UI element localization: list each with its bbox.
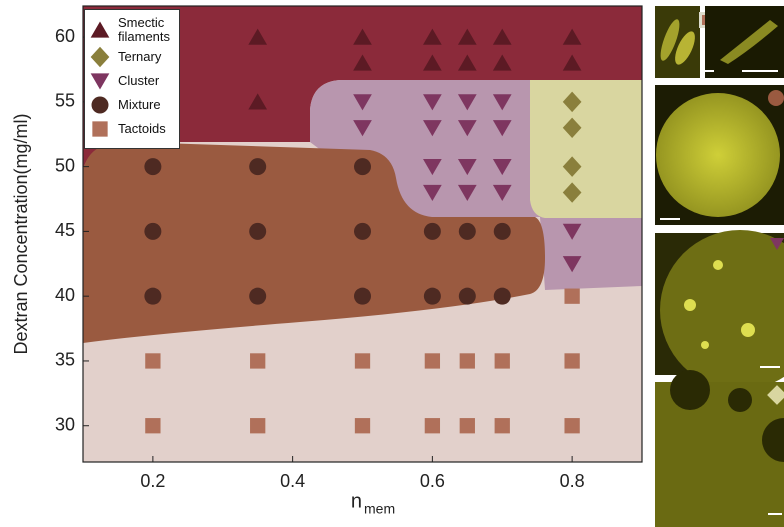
marker (92, 121, 107, 136)
marker (494, 288, 511, 305)
marker (355, 418, 370, 433)
marker (145, 418, 160, 433)
micrograph-feature (741, 323, 755, 337)
marker (250, 418, 265, 433)
marker (424, 288, 441, 305)
marker (564, 353, 579, 368)
micrograph (655, 382, 784, 527)
marker (425, 418, 440, 433)
legend-swatch (88, 70, 112, 92)
marker (564, 289, 579, 304)
y-tick-label: 40 (55, 285, 75, 305)
y-tick-label: 35 (55, 350, 75, 370)
scale-bar (702, 70, 714, 72)
marker (494, 223, 511, 240)
marker (460, 418, 475, 433)
marker (145, 353, 160, 368)
marker (91, 73, 110, 89)
marker (564, 418, 579, 433)
legend-entry: Mixture (85, 94, 179, 116)
marker (250, 353, 265, 368)
legend-swatch (88, 46, 112, 68)
x-tick-label: 0.4 (280, 471, 305, 491)
micrograph-feature (670, 370, 710, 410)
region-ternary (530, 80, 642, 218)
marker (354, 223, 371, 240)
marker (249, 288, 266, 305)
legend-label: Ternary (118, 50, 178, 64)
y-tick-label: 50 (55, 155, 75, 175)
marker (495, 418, 510, 433)
inset-icon (768, 90, 784, 106)
scale-bar (660, 218, 680, 220)
marker (144, 288, 161, 305)
marker (424, 223, 441, 240)
marker (460, 353, 475, 368)
marker (249, 158, 266, 175)
legend-swatch (88, 19, 112, 41)
legend-label: Tactoids (118, 122, 178, 136)
y-tick-label: 55 (55, 91, 75, 111)
marker (425, 353, 440, 368)
scale-bar (760, 366, 780, 368)
legend-entry: Cluster (85, 70, 179, 92)
micrograph-feature (728, 388, 752, 412)
scale-bar (742, 70, 778, 72)
page: Dextran Concentration(mg/ml) n mem 0.2 0.… (0, 0, 784, 527)
marker (355, 353, 370, 368)
legend: Smectic filaments Ternary Cluster Mixture Ta… (84, 9, 180, 149)
marker (144, 223, 161, 240)
marker (354, 288, 371, 305)
marker (91, 22, 110, 38)
marker (249, 223, 266, 240)
x-tick-label: 0.2 (140, 471, 165, 491)
micrograph-feature (701, 341, 709, 349)
marker (144, 158, 161, 175)
micrograph-feature (684, 299, 696, 311)
y-tick-label: 60 (55, 26, 75, 46)
marker (495, 353, 510, 368)
micrograph-feature (656, 93, 780, 217)
legend-label: Cluster (118, 74, 178, 88)
legend-label: Mixture (118, 98, 178, 112)
x-axis-label: n (351, 490, 362, 512)
marker (92, 97, 109, 114)
x-axis-label-subscript: mem (364, 501, 395, 517)
y-tick-label: 30 (55, 414, 75, 434)
micrograph-feature (713, 260, 723, 270)
marker (459, 223, 476, 240)
scale-bar (768, 513, 782, 515)
x-tick-label: 0.6 (420, 471, 445, 491)
legend-entry: Ternary (85, 46, 179, 68)
x-tick-label: 0.8 (560, 471, 585, 491)
legend-label: Smectic filaments (118, 16, 178, 44)
legend-entry: Smectic filaments (85, 16, 179, 44)
y-axis-label: Dextran Concentration(mg/ml) (11, 113, 31, 354)
marker (459, 288, 476, 305)
legend-swatch (88, 94, 112, 116)
legend-swatch (88, 118, 112, 140)
y-tick-label: 45 (55, 220, 75, 240)
legend-entry: Tactoids (85, 118, 179, 140)
marker (91, 47, 110, 67)
micrographs (655, 6, 784, 527)
marker (354, 158, 371, 175)
